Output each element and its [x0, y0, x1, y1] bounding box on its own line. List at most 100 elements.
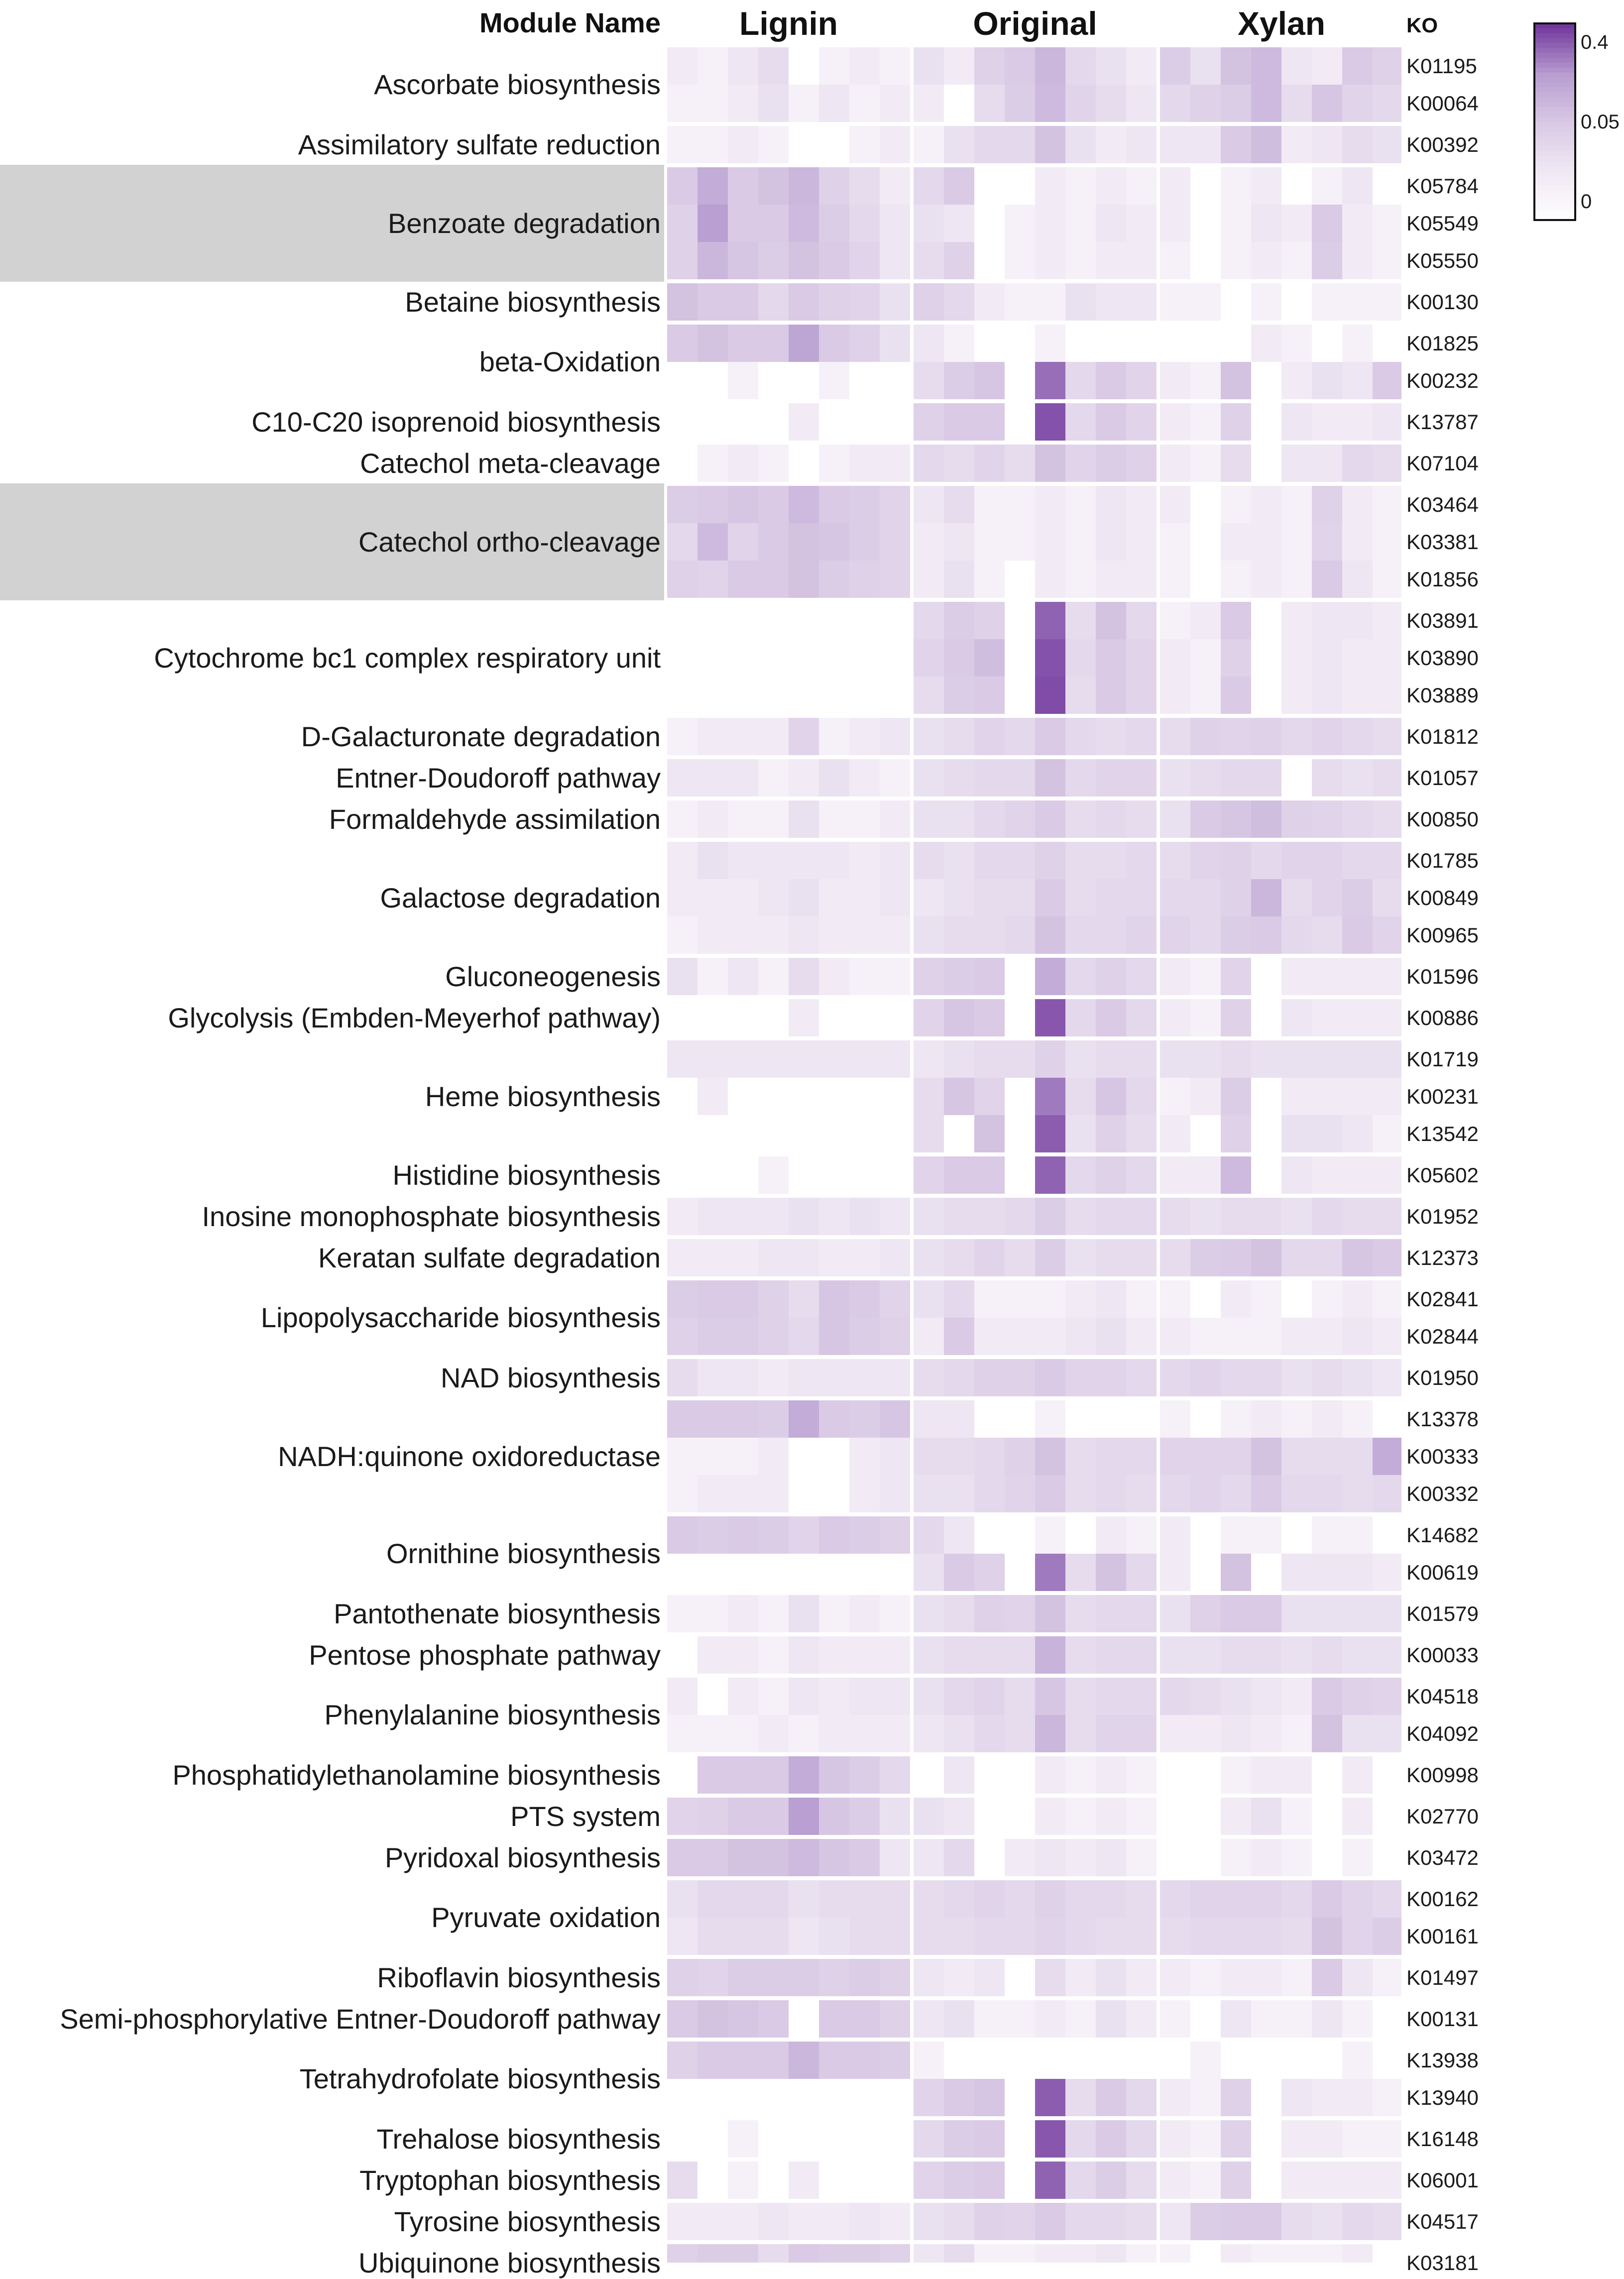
- heatmap-cell: [697, 1400, 728, 1438]
- heatmap-cell: [974, 1715, 1005, 1752]
- legend-swatch: [1534, 146, 1575, 152]
- ko-label: K01950: [1406, 1366, 1479, 1389]
- heatmap-cell: [1373, 800, 1401, 838]
- heatmap-cell: [1096, 445, 1126, 482]
- heatmap-cell: [1373, 879, 1401, 916]
- heatmap-cell: [1251, 1438, 1281, 1475]
- heatmap-cell: [1281, 1798, 1312, 1835]
- heatmap-cell: [849, 639, 880, 677]
- heatmap-cell: [1096, 2244, 1126, 2263]
- heatmap-cell: [1065, 2203, 1096, 2240]
- heatmap-cell: [1221, 1678, 1251, 1715]
- heatmap-cell: [697, 916, 728, 954]
- heatmap-cell: [914, 561, 944, 598]
- heatmap-cell: [1251, 1959, 1281, 1996]
- heatmap-cell: [697, 1115, 728, 1152]
- heatmap-cell: [1190, 523, 1221, 561]
- heatmap-cell: [944, 958, 974, 995]
- heatmap-cell: [1221, 1359, 1251, 1396]
- heatmap-cell: [1126, 718, 1157, 755]
- heatmap-cell: [880, 1078, 910, 1115]
- heatmap-cell: [1312, 242, 1342, 279]
- legend-swatch: [1534, 185, 1575, 191]
- heatmap-cell: [1126, 916, 1157, 954]
- heatmap-cell: [1035, 677, 1065, 714]
- heatmap-cell: [1096, 602, 1126, 639]
- heatmap-cell: [1251, 1839, 1281, 1876]
- heatmap-cell: [1312, 1595, 1342, 1632]
- heatmap-cell: [1251, 205, 1281, 242]
- heatmap-cell: [819, 1318, 849, 1355]
- heatmap-cell: [1005, 2162, 1035, 2199]
- heatmap-cell: [697, 842, 728, 879]
- heatmap-cell: [819, 1880, 849, 1918]
- heatmap-cell: [1281, 1078, 1312, 1115]
- heatmap-cell: [758, 1318, 789, 1355]
- heatmap-cell: [974, 325, 1005, 362]
- heatmap-cell: [1065, 2000, 1096, 2038]
- heatmap-cell: [1065, 1239, 1096, 1276]
- heatmap-cell: [1312, 1554, 1342, 1591]
- heatmap-cell: [1160, 167, 1190, 205]
- heatmap-cell: [1065, 362, 1096, 399]
- heatmap-cell: [1281, 1438, 1312, 1475]
- heatmap-cell: [1096, 1078, 1126, 1115]
- heatmap-cell: [1096, 958, 1126, 995]
- heatmap-cell: [1373, 1636, 1401, 1674]
- heatmap-cell: [1251, 523, 1281, 561]
- heatmap-cell: [1373, 167, 1401, 205]
- heatmap-cell: [758, 325, 789, 362]
- heatmap-cell: [1221, 47, 1251, 85]
- heatmap-cell: [1373, 1554, 1401, 1591]
- heatmap-cell: [1126, 1318, 1157, 1355]
- heatmap-cell: [667, 486, 697, 523]
- module-label: Semi-phosphorylative Entner-Doudoroff pa…: [60, 2003, 661, 2035]
- heatmap-cell: [1281, 1636, 1312, 1674]
- heatmap-cell: [667, 2120, 697, 2158]
- ko-label: K13378: [1406, 1407, 1479, 1431]
- heatmap-cell: [1251, 718, 1281, 755]
- heatmap-cell: [697, 879, 728, 916]
- heatmap-cell: [728, 1400, 758, 1438]
- heatmap-cell: [1190, 2042, 1221, 2079]
- heatmap-cell: [1126, 362, 1157, 399]
- heatmap-cell: [974, 523, 1005, 561]
- heatmap-cell: [1251, 1156, 1281, 1194]
- ko-label: K01579: [1406, 1601, 1479, 1625]
- heatmap-cell: [1251, 85, 1281, 122]
- legend-swatch: [1534, 92, 1575, 98]
- heatmap-cell: [1373, 1798, 1401, 1835]
- heatmap-cell: [1281, 1839, 1312, 1876]
- heatmap-cell: [1190, 1156, 1221, 1194]
- heatmap-cell: [880, 1239, 910, 1276]
- heatmap-cell: [914, 916, 944, 954]
- heatmap-cell: [1126, 1040, 1157, 1078]
- heatmap-cell: [758, 205, 789, 242]
- heatmap-cell: [1342, 1839, 1373, 1876]
- heatmap-cell: [1005, 1239, 1035, 1276]
- module-label: PTS system: [510, 1800, 661, 1832]
- heatmap-cell: [819, 126, 849, 163]
- heatmap-cell: [728, 1475, 758, 1512]
- heatmap-cell: [880, 602, 910, 639]
- heatmap-cell: [1281, 1516, 1312, 1554]
- legend-frame: [1533, 22, 1576, 221]
- heatmap-cell: [1035, 1554, 1065, 1591]
- heatmap-cell: [944, 85, 974, 122]
- heatmap-cell: [1065, 1438, 1096, 1475]
- heatmap-cell: [1190, 2000, 1221, 2038]
- heatmap-cell: [1126, 677, 1157, 714]
- heatmap-cell: [880, 1156, 910, 1194]
- heatmap-cell: [1221, 1839, 1251, 1876]
- heatmap-cell: [1312, 2000, 1342, 2038]
- heatmap-cell: [1035, 445, 1065, 482]
- heatmap-cell: [914, 1798, 944, 1835]
- heatmap-cell: [1160, 1400, 1190, 1438]
- heatmap-cell: [1096, 85, 1126, 122]
- heatmap-cell: [789, 126, 819, 163]
- heatmap-cell: [880, 2203, 910, 2240]
- heatmap-cell: [1126, 958, 1157, 995]
- heatmap-cell: [1035, 916, 1065, 954]
- heatmap-cell: [1190, 800, 1221, 838]
- heatmap-cell: [758, 602, 789, 639]
